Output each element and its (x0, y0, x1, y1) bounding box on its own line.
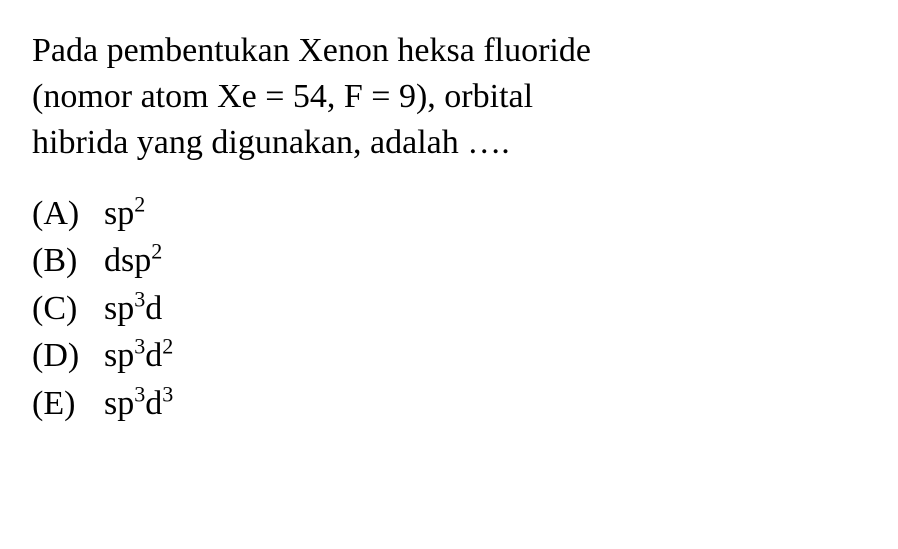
option-value-e: sp3d3 (104, 380, 173, 428)
question-line-1: Pada pembentukan Xenon heksa fluoride (32, 28, 866, 74)
option-e: (E) sp3d3 (32, 380, 866, 428)
options-list: (A) sp2 (B) dsp2 (C) sp3d (D) sp3d2 (E) … (32, 190, 866, 428)
option-label-b: (B) (32, 237, 104, 285)
question-line-3: hibrida yang digunakan, adalah …. (32, 120, 866, 166)
option-label-a: (A) (32, 190, 104, 238)
question-text: Pada pembentukan Xenon heksa fluoride (n… (32, 28, 866, 166)
option-c: (C) sp3d (32, 285, 866, 333)
question-line-2: (nomor atom Xe = 54, F = 9), orbital (32, 74, 866, 120)
option-d: (D) sp3d2 (32, 332, 866, 380)
option-a: (A) sp2 (32, 190, 866, 238)
option-value-c: sp3d (104, 285, 162, 333)
option-value-b: dsp2 (104, 237, 162, 285)
option-label-c: (C) (32, 285, 104, 333)
option-value-d: sp3d2 (104, 332, 173, 380)
option-b: (B) dsp2 (32, 237, 866, 285)
option-label-e: (E) (32, 380, 104, 428)
option-value-a: sp2 (104, 190, 145, 238)
option-label-d: (D) (32, 332, 104, 380)
